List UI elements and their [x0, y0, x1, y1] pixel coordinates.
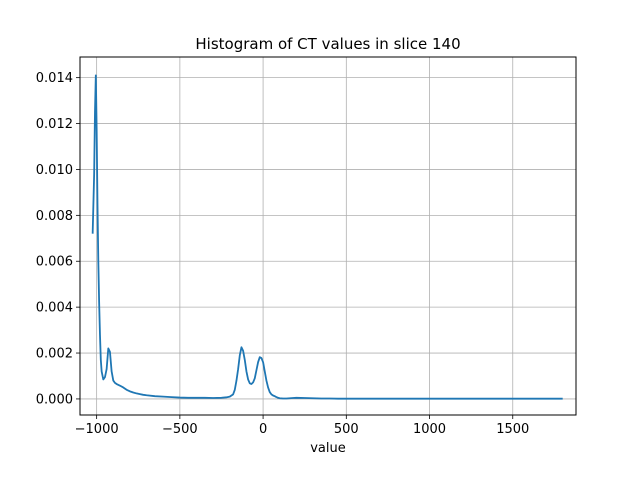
y-tick-label: 0.006 [36, 255, 73, 270]
data-series [91, 74, 563, 400]
y-tick-label: 0.012 [36, 117, 73, 132]
x-axis-label: value [310, 441, 346, 456]
x-tick-label: 1000 [413, 422, 446, 437]
chart-title: Histogram of CT values in slice 140 [195, 35, 460, 53]
x-tick-label: 1500 [496, 422, 529, 437]
y-tick-label: 0.010 [36, 163, 73, 178]
axes-frame [79, 56, 577, 416]
y-tick-label: 0.008 [36, 209, 73, 224]
y-tick-label: 0.002 [36, 347, 73, 362]
grid-lines [80, 57, 576, 415]
y-tick-label: 0.004 [36, 301, 73, 316]
y-tick-label: 0.014 [36, 71, 73, 86]
x-tick-label: −1000 [75, 422, 119, 437]
y-tick-label: 0.000 [36, 392, 73, 407]
histogram-line [91, 74, 563, 400]
x-tick-label: −500 [162, 422, 198, 437]
axis-ticks: −1000 −500 0 500 1000 1500 0.000 0.002 0.004 0.00… [36, 71, 530, 437]
x-tick-label: 0 [259, 422, 267, 437]
x-tick-label: 500 [334, 422, 359, 437]
